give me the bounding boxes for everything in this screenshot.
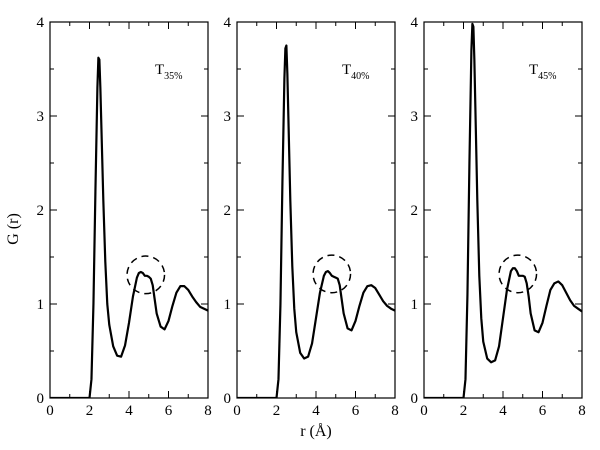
y-tick-label: 2 xyxy=(224,203,232,219)
y-axis-label: G (r) xyxy=(5,213,22,245)
y-tick-label: 1 xyxy=(224,297,232,313)
x-tick-label: 6 xyxy=(165,403,173,419)
x-tick-label: 4 xyxy=(499,403,507,419)
y-tick-label: 3 xyxy=(224,109,232,125)
x-tick-label: 8 xyxy=(391,403,399,419)
panel-3: 0 2 4 6 8 0 1 2 3 4 T45% xyxy=(411,15,586,419)
y-tick-label: 4 xyxy=(411,15,419,31)
gr-curve xyxy=(237,44,395,398)
panel-label: T45% xyxy=(529,62,557,82)
gr-curve xyxy=(424,22,582,398)
x-tick-label: 0 xyxy=(420,403,428,419)
x-tick-label: 8 xyxy=(578,403,586,419)
panel-label-subscript: 35% xyxy=(164,71,182,82)
y-tick-label: 3 xyxy=(37,109,45,125)
panel-1: 0 2 4 6 8 0 1 2 3 4 T35% xyxy=(37,15,212,419)
panel-label: T35% xyxy=(155,62,183,82)
y-tick-label: 4 xyxy=(37,15,45,31)
panel-label-main: T xyxy=(529,62,538,78)
plot-frame xyxy=(423,21,583,399)
x-tick-label: 0 xyxy=(233,403,241,419)
y-tick-label: 4 xyxy=(224,15,232,31)
x-tick-label: 4 xyxy=(125,403,133,419)
x-tick-label: 6 xyxy=(352,403,360,419)
y-tick-label: 0 xyxy=(224,391,232,407)
panel-label-main: T xyxy=(342,62,351,78)
x-axis-label: r (Å) xyxy=(300,422,332,440)
x-tick-label: 2 xyxy=(460,403,468,419)
panel-label: T40% xyxy=(342,62,370,82)
y-tick-label: 2 xyxy=(37,203,45,219)
x-tick-label: 6 xyxy=(539,403,547,419)
gr-curve xyxy=(50,56,208,398)
y-tick-label: 2 xyxy=(411,203,419,219)
panel-label-subscript: 40% xyxy=(351,71,369,82)
highlight-ellipse xyxy=(312,254,352,294)
highlight-ellipse xyxy=(498,254,538,294)
panel-2: 0 2 4 6 8 0 1 2 3 4 T40% xyxy=(224,15,399,419)
y-tick-label: 1 xyxy=(37,297,45,313)
x-tick-label: 2 xyxy=(86,403,94,419)
x-tick-label: 4 xyxy=(312,403,320,419)
x-tick-label: 8 xyxy=(204,403,212,419)
y-tick-label: 0 xyxy=(37,391,45,407)
y-tick-label: 3 xyxy=(411,109,419,125)
plot-frame xyxy=(49,21,209,399)
highlight-ellipse xyxy=(126,255,166,295)
y-tick-label: 0 xyxy=(411,391,419,407)
x-tick-label: 0 xyxy=(46,403,54,419)
panel-label-main: T xyxy=(155,62,164,78)
plot-frame xyxy=(236,21,396,399)
y-tick-label: 1 xyxy=(411,297,419,313)
x-tick-label: 2 xyxy=(273,403,281,419)
panel-label-subscript: 45% xyxy=(538,71,556,82)
